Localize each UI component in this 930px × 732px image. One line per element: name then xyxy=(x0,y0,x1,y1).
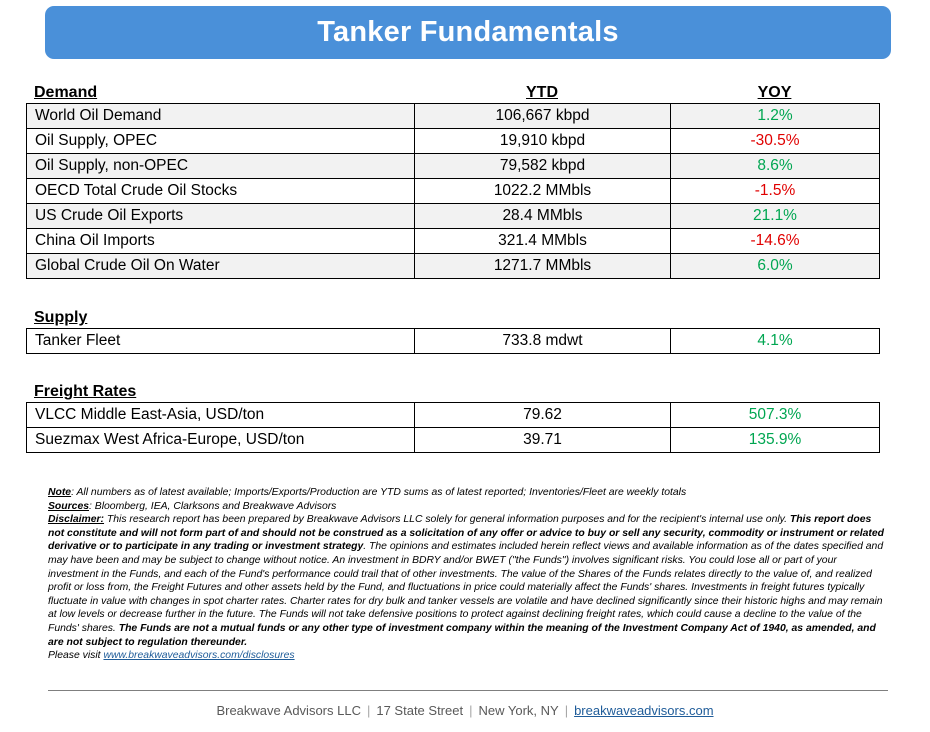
table-row: Tanker Fleet 733.8 mdwt 4.1% xyxy=(26,328,880,354)
note-label: Note xyxy=(48,487,72,498)
row-ytd-value: 39.71 xyxy=(414,427,671,453)
row-ytd-value: 79.62 xyxy=(414,402,671,428)
footer-separator: | xyxy=(469,703,473,718)
row-yoy-change: 4.1% xyxy=(670,328,880,354)
table-row: US Crude Oil Exports 28.4 MMbls 21.1% xyxy=(26,203,880,229)
table-row: Oil Supply, OPEC 19,910 kbpd -30.5% xyxy=(26,128,880,154)
row-ytd-value: 321.4 MMbls xyxy=(414,228,671,254)
row-label: World Oil Demand xyxy=(26,103,415,129)
disclaimer-bold-2: The Funds are not a mutual funds or any … xyxy=(48,622,876,648)
disclaimer-bold-1: This report does not constitute and will… xyxy=(48,514,884,553)
row-label: OECD Total Crude Oil Stocks xyxy=(26,178,415,204)
disclosures-link[interactable]: www.breakwaveadvisors.com/disclosures xyxy=(103,650,295,662)
page-title: Tanker Fundamentals xyxy=(317,16,619,48)
row-yoy-change: 8.6% xyxy=(670,153,880,179)
disclaimer-paragraph: Disclaimer: This research report has bee… xyxy=(48,513,888,649)
row-yoy-change: -1.5% xyxy=(670,178,880,204)
demand-table: World Oil Demand 106,667 kbpd 1.2% Oil Supp… xyxy=(26,103,880,279)
visit-text: Please visit xyxy=(48,650,104,662)
footer-company: Breakwave Advisors LLC xyxy=(216,703,361,718)
demand-header: Demand YTD YOY xyxy=(26,80,879,104)
notes-block: Note: All numbers as of latest available… xyxy=(48,486,888,663)
row-yoy-change: 21.1% xyxy=(670,203,880,229)
row-yoy-change: -30.5% xyxy=(670,128,880,154)
row-ytd-value: 733.8 mdwt xyxy=(414,328,671,354)
yoy-heading: YOY xyxy=(757,84,792,101)
row-label: Oil Supply, OPEC xyxy=(26,128,415,154)
footer-city: New York, NY xyxy=(478,703,559,718)
table-row: Global Crude Oil On Water 1271.7 MMbls 6.0… xyxy=(26,253,880,279)
supply-header: Supply xyxy=(26,305,879,329)
freight-header: Freight Rates xyxy=(26,379,879,403)
sources-text: : Bloomberg, IEA, Clarksons and Breakwav… xyxy=(89,500,337,512)
footer-separator: | xyxy=(564,703,569,718)
table-row: OECD Total Crude Oil Stocks 1022.2 MMbls -… xyxy=(26,178,880,204)
note-text: : All numbers as of latest available; Im… xyxy=(71,487,687,498)
row-ytd-value: 79,582 kbpd xyxy=(414,153,671,179)
disclaimer-text-2: . The opinions and estimates included he… xyxy=(48,541,884,634)
row-label: Tanker Fleet xyxy=(26,328,415,354)
table-row: VLCC Middle East-Asia, USD/ton 79.62 507.3… xyxy=(26,402,880,428)
footer-address: 17 State Street xyxy=(376,703,464,718)
row-ytd-value: 1022.2 MMbls xyxy=(414,178,671,204)
row-ytd-value: 1271.7 MMbls xyxy=(414,253,671,279)
demand-heading: Demand xyxy=(34,84,98,101)
row-label: Global Crude Oil On Water xyxy=(26,253,415,279)
row-label: Oil Supply, non-OPEC xyxy=(26,153,415,179)
freight-table: VLCC Middle East-Asia, USD/ton 79.62 507.3… xyxy=(26,402,880,453)
row-label: US Crude Oil Exports xyxy=(26,203,415,229)
supply-table: Tanker Fleet 733.8 mdwt 4.1% xyxy=(26,328,880,354)
row-ytd-value: 28.4 MMbls xyxy=(414,203,671,229)
row-ytd-value: 106,667 kbpd xyxy=(414,103,671,129)
note-line: Note: All numbers as of latest available… xyxy=(48,486,888,500)
table-row: Suezmax West Africa-Europe, USD/ton 39.71… xyxy=(26,427,880,453)
row-label: Suezmax West Africa-Europe, USD/ton xyxy=(26,427,415,453)
row-yoy-change: 507.3% xyxy=(670,402,880,428)
table-row: World Oil Demand 106,667 kbpd 1.2% xyxy=(26,103,880,129)
row-yoy-change: 1.2% xyxy=(670,103,880,129)
ytd-heading: YTD xyxy=(526,84,558,101)
sources-line: Sources: Bloomberg, IEA, Clarksons and B… xyxy=(48,500,888,514)
table-row: Oil Supply, non-OPEC 79,582 kbpd 8.6% xyxy=(26,153,880,179)
row-label: VLCC Middle East-Asia, USD/ton xyxy=(26,402,415,428)
footer-website-link[interactable]: breakwaveadvisors.com xyxy=(574,703,714,718)
freight-heading: Freight Rates xyxy=(34,383,137,400)
row-yoy-change: 135.9% xyxy=(670,427,880,453)
supply-heading: Supply xyxy=(34,309,88,326)
row-yoy-change: 6.0% xyxy=(670,253,880,279)
disclaimer-label: Disclaimer: xyxy=(48,514,105,526)
visit-line: Please visit www.breakwaveadvisors.com/d… xyxy=(48,649,888,663)
row-label: China Oil Imports xyxy=(26,228,415,254)
title-banner: Tanker Fundamentals xyxy=(45,6,891,59)
footer-separator: | xyxy=(366,703,371,718)
table-row: China Oil Imports 321.4 MMbls -14.6% xyxy=(26,228,880,254)
row-ytd-value: 19,910 kbpd xyxy=(414,128,671,154)
footer-divider xyxy=(48,690,888,691)
disclaimer-text-1: This research report has been prepared b… xyxy=(104,514,790,526)
sources-label: Sources xyxy=(48,500,90,512)
footer: Breakwave Advisors LLC | 17 State Street | N… xyxy=(0,703,930,718)
row-yoy-change: -14.6% xyxy=(670,228,880,254)
